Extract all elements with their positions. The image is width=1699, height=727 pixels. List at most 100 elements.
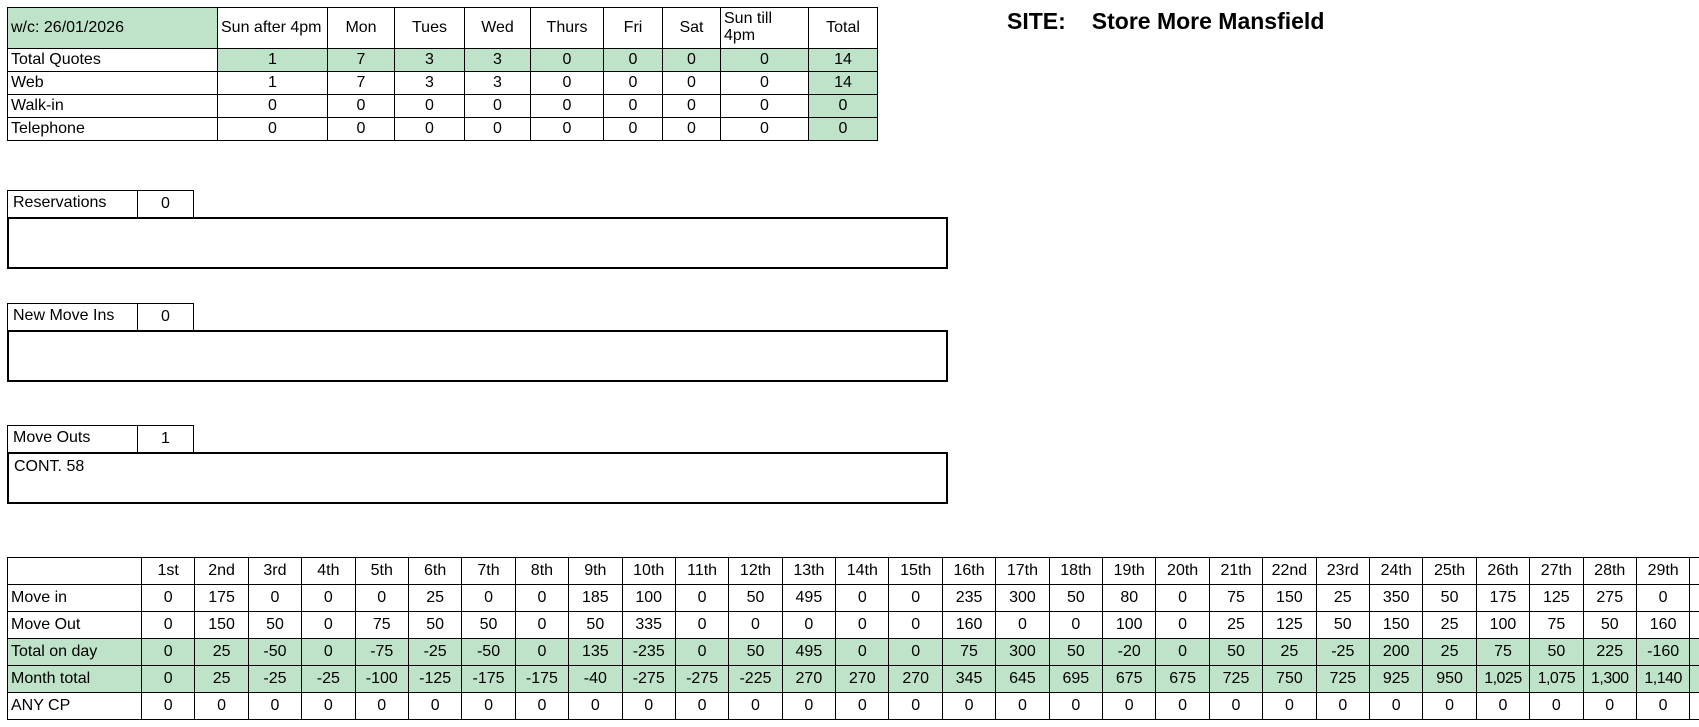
quotes-cell: 0 [603,94,663,118]
quotes-row-label: Total Quotes [7,48,218,72]
quotes-column-header: Total [808,7,878,49]
clipped-cell [1689,692,1699,720]
day-header: 13th [781,557,837,585]
monthly-cell: 0 [1155,638,1210,666]
monthly-cell: 50 [1529,638,1584,666]
quotes-cell: 14 [808,48,878,72]
day-header: 18th [1048,557,1104,585]
day-header: 16th [941,557,997,585]
monthly-cell: 50 [461,611,516,639]
quotes-row: Web 1 7 3 3 0 0 0 0 14 [7,71,878,95]
quotes-cell: 0 [603,117,663,141]
quotes-cell: 14 [808,71,878,95]
quotes-cell: 0 [720,117,809,141]
monthly-cell: 0 [728,611,783,639]
monthly-cell: 225 [1582,638,1637,666]
site-title: SITE: Store More Mansfield [1007,8,1350,35]
monthly-cell: 135 [568,638,623,666]
monthly-cell: -25 [407,638,463,666]
quotes-row: Walk-in 0 0 0 0 0 0 0 0 0 [7,94,878,118]
monthly-cell: 0 [1635,692,1691,720]
monthly-cell: 0 [301,638,356,666]
monthly-cell: 50 [728,638,783,666]
monthly-cell: 50 [1208,638,1264,666]
quotes-cell: 0 [530,94,604,118]
quotes-cell: 0 [662,48,721,72]
monthly-cell: 495 [781,638,837,666]
monthly-cell: 75 [941,638,997,666]
monthly-cell: 25 [1422,638,1477,666]
monthly-cell: 75 [1475,638,1531,666]
monthly-cell: 200 [1368,638,1424,666]
quotes-cell: 3 [394,48,465,72]
quotes-cell: 3 [394,71,465,95]
section-notes [7,330,948,382]
monthly-cell: 1,140 [1635,665,1691,693]
quotes-row-label: Telephone [7,117,218,141]
monthly-cell: 0 [514,692,570,720]
monthly-cell: 0 [1048,611,1104,639]
day-header: 17th [995,557,1050,585]
monthly-cell: 80 [1102,584,1157,612]
monthly-cell: -160 [1635,638,1691,666]
monthly-cell: 0 [568,692,623,720]
quotes-row-label: Walk-in [7,94,218,118]
quotes-column-header: Tues [394,7,465,49]
quotes-cell: 0 [662,117,721,141]
monthly-cell: 185 [568,584,623,612]
monthly-cell: 160 [941,611,997,639]
section-move-outs: Move Outs 1 CONT. 58 [7,425,948,504]
day-header: 23rd [1315,557,1370,585]
quotes-column-header: Mon [327,7,395,49]
quotes-cell: 0 [217,94,328,118]
monthly-cell: 175 [194,584,249,612]
monthly-cell: 335 [621,611,676,639]
day-header: 15th [888,557,943,585]
monthly-row: ANY CP 0 0 0 0 0 0 0 0 0 0 0 0 0 0 0 0 0 0 0 0 0 0 0 0 0 0 0 0 0 [7,692,1699,720]
monthly-cell: 0 [140,692,196,720]
section-label: Reservations [7,190,138,217]
quotes-row: Telephone 0 0 0 0 0 0 0 0 0 [7,117,878,141]
quotes-cell: 0 [394,94,465,118]
section-notes: CONT. 58 [7,452,948,504]
monthly-cell: 25 [407,584,463,612]
monthly-cell: 0 [1529,692,1584,720]
monthly-cell: 1,075 [1529,665,1584,693]
day-header: 24th [1368,557,1424,585]
monthly-cell: 50 [1048,584,1104,612]
monthly-row: Total on day 0 25 -50 0 -75 -25 -50 0 135 -235 0 50 4… [7,638,1699,666]
clipped-cell [1689,557,1699,585]
quotes-cell: 0 [720,94,809,118]
quotes-table: w/c: 26/01/2026 Sun after 4pm Mon Tues Wed Th… [7,7,878,141]
quotes-cell: 0 [603,48,663,72]
clipped-cell [1689,665,1699,693]
quotes-header-row: w/c: 26/01/2026 Sun after 4pm Mon Tues Wed Th… [7,7,878,49]
monthly-cell: 0 [835,584,890,612]
section-label: Move Outs [7,425,138,452]
day-header: 28th [1582,557,1637,585]
monthly-cell: -275 [674,665,730,693]
monthly-row-label: Move Out [7,611,142,639]
quotes-cell: 3 [464,71,531,95]
section-reservations: Reservations 0 [7,190,948,269]
monthly-cell: 0 [835,692,890,720]
monthly-cell: 645 [995,665,1050,693]
monthly-cell: 25 [194,638,249,666]
monthly-cell: 100 [621,584,676,612]
day-header: 11th [674,557,730,585]
monthly-cell: 0 [1155,692,1210,720]
day-header: 14th [835,557,890,585]
monthly-cell: 50 [1048,638,1104,666]
monthly-cell: 175 [1475,584,1531,612]
quotes-column-header: Wed [464,7,531,49]
quotes-column-header: Fri [603,7,663,49]
monthly-cell: 695 [1048,665,1104,693]
day-header: 9th [568,557,623,585]
monthly-cell: 25 [1208,611,1264,639]
day-header: 21th [1208,557,1264,585]
monthly-cell: -25 [1315,638,1370,666]
quotes-cell: 0 [662,94,721,118]
monthly-cell: 0 [1262,692,1317,720]
quotes-cell: 0 [530,48,604,72]
quotes-cell: 0 [530,117,604,141]
